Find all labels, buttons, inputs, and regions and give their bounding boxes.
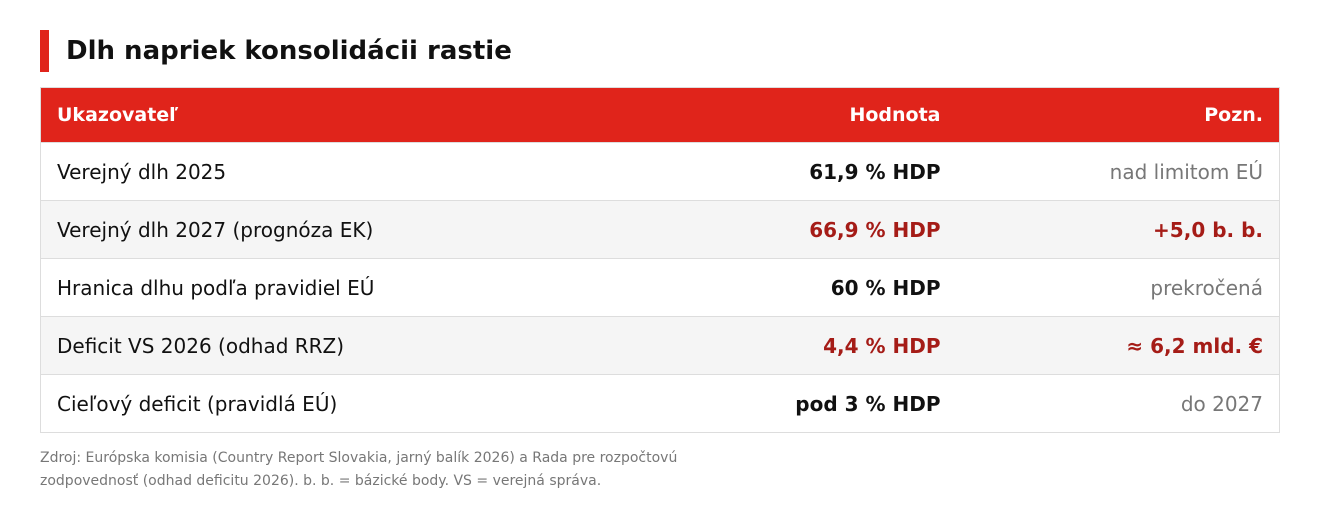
table-cell: Deficit VS 2026 (odhad RRZ) <box>40 316 649 375</box>
header-cell: Ukazovateľ <box>40 87 649 143</box>
title: Dlh napriek konsolidácii rastie <box>40 30 1280 72</box>
table-cell: do 2027 <box>956 374 1280 433</box>
table-cell: prekročená <box>956 258 1280 317</box>
table-row: Verejný dlh 2027 (prognóza EK) 66,9 % HDP… <box>40 200 1280 259</box>
table-cell: Verejný dlh 2025 <box>40 142 649 201</box>
source-line: zodpovednosť (odhad deficitu 2026). b. b… <box>40 473 602 489</box>
content: Dlh napriek konsolidácii rastie Ukazovat… <box>40 30 1280 493</box>
table-row: Verejný dlh 2025 61,9 % HDP nad limitom EÚ <box>40 142 1280 201</box>
table-cell: pod 3 % HDP <box>648 374 957 433</box>
table-cell: Cieľový deficit (pravidlá EÚ) <box>40 374 649 433</box>
table-cell: +5,0 b. b. <box>956 200 1280 259</box>
table-cell: 61,9 % HDP <box>648 142 957 201</box>
header-row: Ukazovateľ Hodnota Pozn. <box>40 87 1280 143</box>
table-row: Cieľový deficit (pravidlá EÚ) pod 3 % HDP… <box>40 374 1280 433</box>
table-cell: 4,4 % HDP <box>648 316 957 375</box>
data-table: Ukazovateľ Hodnota Pozn. Verejný dlh 2025 6… <box>40 87 1280 433</box>
table-cell: Verejný dlh 2027 (prognóza EK) <box>40 200 649 259</box>
table-cell: Hranica dlhu podľa pravidiel EÚ <box>40 258 649 317</box>
table-cell: nad limitom EÚ <box>956 142 1280 201</box>
table-cell: 66,9 % HDP <box>648 200 957 259</box>
table-row: Hranica dlhu podľa pravidiel EÚ 60 % HDP p… <box>40 258 1280 317</box>
header-cell: Pozn. <box>956 87 1280 143</box>
header-cell: Hodnota <box>648 87 957 143</box>
table-cell: ≈ 6,2 mld. € <box>956 316 1280 375</box>
source-line: Zdroj: Európska komisia (Country Report … <box>40 450 678 466</box>
table-cell: 60 % HDP <box>648 258 957 317</box>
table-row: Deficit VS 2026 (odhad RRZ) 4,4 % HDP ≈ 6,… <box>40 316 1280 375</box>
source: Zdroj: Európska komisia (Country Report … <box>40 447 1280 493</box>
